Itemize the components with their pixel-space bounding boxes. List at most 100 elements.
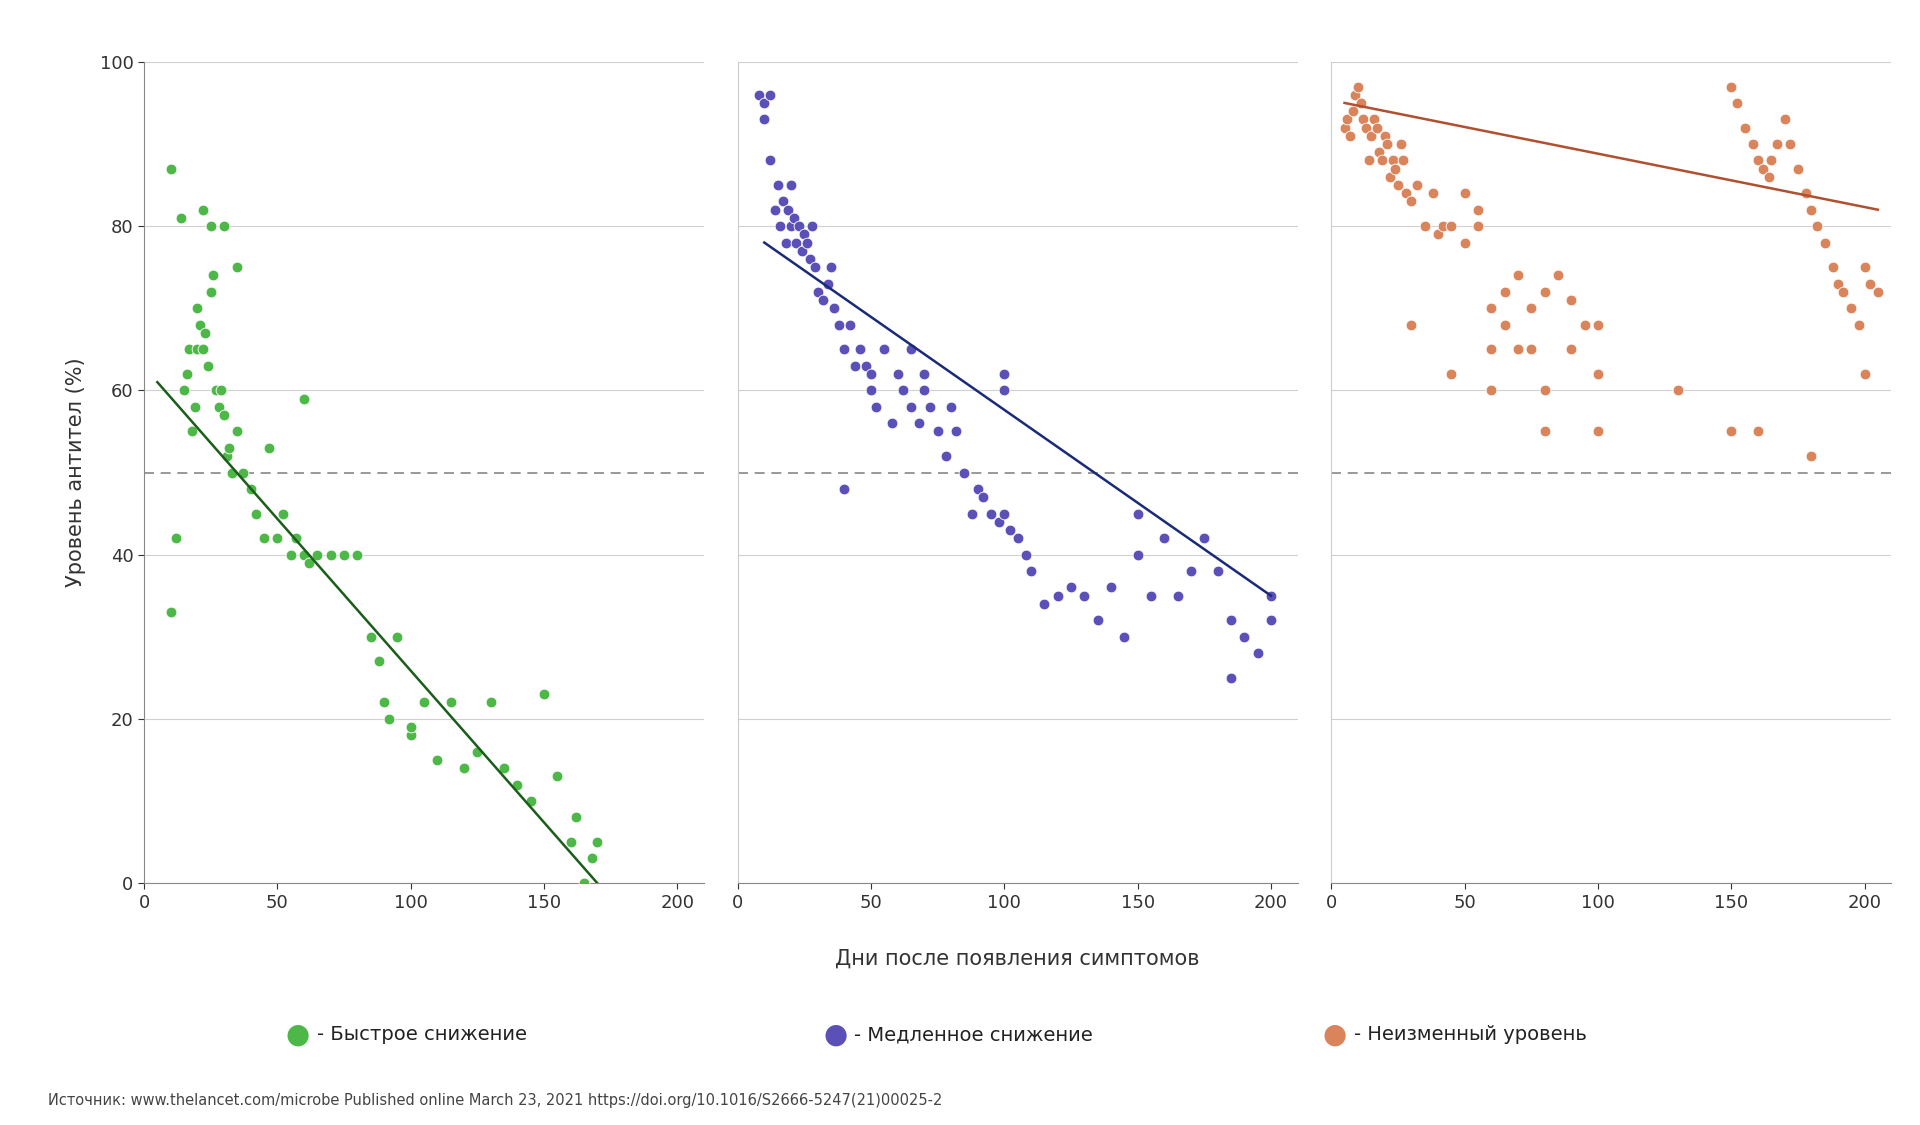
Point <box>989 364 1020 382</box>
Point <box>211 447 242 465</box>
Point <box>1354 152 1384 170</box>
Point <box>1010 546 1041 564</box>
Point <box>188 200 219 218</box>
Point <box>1069 587 1100 605</box>
Point <box>396 727 426 745</box>
Point <box>908 364 939 382</box>
Point <box>1375 168 1405 186</box>
Point <box>169 381 200 399</box>
Point <box>1528 422 1559 440</box>
Point <box>1256 587 1286 605</box>
Point <box>294 554 324 572</box>
Point <box>1423 225 1453 243</box>
Point <box>1029 595 1060 613</box>
Point <box>1582 316 1613 334</box>
Point <box>1380 160 1411 178</box>
Point <box>787 242 818 260</box>
Point <box>962 480 993 498</box>
Point <box>1188 529 1219 547</box>
Point <box>1096 578 1127 596</box>
Point <box>1476 381 1507 399</box>
Point <box>791 234 822 252</box>
Point <box>1396 316 1427 334</box>
Point <box>1849 258 1880 276</box>
Point <box>895 340 925 358</box>
Text: - Неизменный уровень: - Неизменный уровень <box>1354 1026 1586 1044</box>
Point <box>1256 611 1286 629</box>
Point <box>177 422 207 440</box>
Point <box>1569 316 1599 334</box>
Point <box>1121 504 1152 522</box>
Point <box>196 282 227 300</box>
Point <box>851 357 881 375</box>
Point <box>463 742 493 760</box>
Text: ●: ● <box>286 1022 309 1048</box>
Point <box>764 217 795 235</box>
Point <box>839 357 870 375</box>
Point <box>568 874 599 892</box>
Point <box>1768 110 1799 128</box>
Point <box>250 529 280 547</box>
Point <box>1436 217 1467 235</box>
Point <box>941 422 972 440</box>
Point <box>1016 562 1046 580</box>
Point <box>1346 93 1377 111</box>
Point <box>182 340 213 358</box>
Point <box>1390 184 1421 202</box>
Point <box>409 693 440 711</box>
Point <box>217 464 248 482</box>
Point <box>1369 127 1400 145</box>
Point <box>983 513 1014 531</box>
Point <box>1350 118 1380 136</box>
Point <box>1175 562 1206 580</box>
Point <box>860 398 891 416</box>
Point <box>760 200 791 218</box>
Point <box>783 217 814 235</box>
Point <box>476 693 507 711</box>
Point <box>1110 628 1140 646</box>
Point <box>808 291 839 309</box>
Point <box>1463 200 1494 218</box>
Point <box>904 414 935 432</box>
Point <box>1555 291 1586 309</box>
Point <box>995 521 1025 539</box>
Point <box>776 217 806 235</box>
Point <box>795 250 826 268</box>
Point <box>1384 135 1415 153</box>
Point <box>1862 282 1893 300</box>
Point <box>1791 184 1822 202</box>
Point <box>1515 299 1546 317</box>
Point <box>541 767 572 785</box>
Point <box>171 364 202 382</box>
Point <box>515 792 545 810</box>
Text: - Быстрое снижение: - Быстрое снижение <box>317 1026 526 1044</box>
Point <box>1215 668 1246 686</box>
Point <box>1855 274 1885 292</box>
Point <box>165 209 196 227</box>
Point <box>1402 176 1432 194</box>
Point <box>382 628 413 646</box>
Point <box>1515 340 1546 358</box>
Point <box>253 439 284 457</box>
Point <box>922 422 952 440</box>
Point <box>1753 168 1784 186</box>
Point <box>1215 611 1246 629</box>
Point <box>1332 110 1363 128</box>
Point <box>1229 628 1260 646</box>
Point <box>743 86 774 104</box>
Point <box>770 234 801 252</box>
Point <box>755 152 785 170</box>
Point <box>156 603 186 621</box>
Point <box>1743 152 1774 170</box>
Point <box>369 693 399 711</box>
Point <box>488 759 518 777</box>
Point <box>789 225 820 243</box>
Point <box>363 652 394 670</box>
Point <box>227 464 257 482</box>
Point <box>803 282 833 300</box>
Point <box>778 209 808 227</box>
Point <box>948 464 979 482</box>
Point <box>1716 78 1747 96</box>
Point <box>1367 152 1398 170</box>
Point <box>1801 217 1832 235</box>
